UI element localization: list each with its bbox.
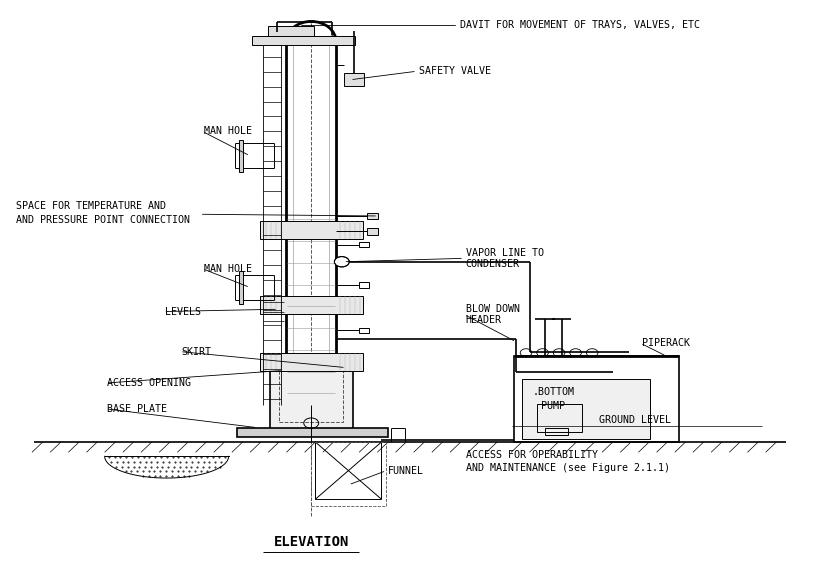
Text: LEVELS: LEVELS [165,306,200,316]
Bar [238,140,243,172]
Text: HEADER: HEADER [465,315,501,325]
Bar [270,356,352,431]
Bar [279,365,343,422]
Text: BLOW DOWN: BLOW DOWN [465,304,519,314]
Text: SAFETY VALVE: SAFETY VALVE [418,66,490,76]
Text: BASE PLATE: BASE PLATE [107,404,167,414]
Bar [260,296,363,314]
Bar [359,328,368,334]
Text: PIPERACK: PIPERACK [641,338,689,348]
Text: FUNNEL: FUNNEL [388,466,424,476]
Text: DAVIT FOR MOVEMENT OF TRAYS, VALVES, ETC: DAVIT FOR MOVEMENT OF TRAYS, VALVES, ETC [460,21,699,30]
Text: VAPOR LINE TO: VAPOR LINE TO [465,248,543,258]
Circle shape [334,256,349,267]
Text: SPACE FOR TEMPERATURE AND: SPACE FOR TEMPERATURE AND [17,201,166,210]
Text: MAN HOLE: MAN HOLE [204,263,252,274]
Bar [537,404,581,432]
Bar [310,442,385,506]
Bar [238,271,243,304]
Bar [344,73,363,86]
Text: GROUND LEVEL: GROUND LEVEL [598,415,670,426]
Text: MAN HOLE: MAN HOLE [204,126,252,136]
Text: AND MAINTENANCE (see Figure 2.1.1): AND MAINTENANCE (see Figure 2.1.1) [465,463,669,473]
Text: ACCESS OPENING: ACCESS OPENING [107,378,191,388]
Bar [359,242,368,247]
Bar [252,36,354,45]
Text: AND PRESSURE POINT CONNECTION: AND PRESSURE POINT CONNECTION [17,215,190,225]
Text: SKIRT: SKIRT [181,347,211,356]
Text: ACCESS FOR OPERABILITY: ACCESS FOR OPERABILITY [465,450,597,459]
Text: CONDENSER: CONDENSER [465,259,519,269]
Bar [260,221,363,239]
Bar [237,428,388,438]
Bar [522,379,649,439]
Text: PUMP: PUMP [540,401,564,411]
Bar [260,352,363,371]
Bar [367,228,378,235]
Bar [359,282,368,288]
Bar [513,356,678,442]
Bar [544,428,567,435]
Text: .BOTTOM: .BOTTOM [532,386,574,397]
Text: ELEVATION: ELEVATION [273,535,349,549]
Bar [367,213,378,220]
Bar [268,26,313,39]
